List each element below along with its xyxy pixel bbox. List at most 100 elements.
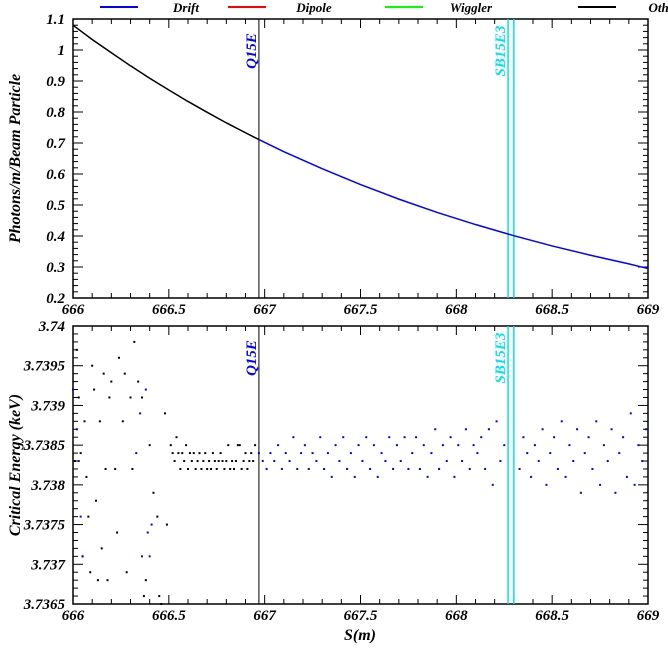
data-point-other xyxy=(108,396,111,399)
data-point-drift xyxy=(530,475,533,478)
data-point-drift xyxy=(330,475,333,478)
data-point-drift xyxy=(464,428,467,431)
data-point-drift xyxy=(480,436,483,439)
data-point-other xyxy=(77,396,80,399)
data-point-drift xyxy=(139,412,142,415)
data-point-other xyxy=(175,436,178,439)
data-point-drift xyxy=(556,467,559,470)
x-tick-label: 669 xyxy=(637,302,660,318)
data-point-drift xyxy=(487,428,490,431)
data-point-drift xyxy=(399,460,402,463)
data-point-other xyxy=(75,348,78,351)
data-point-drift xyxy=(495,420,498,423)
y-tick-label: 0.8 xyxy=(46,105,65,121)
x-tick-label: 668 xyxy=(445,608,468,624)
critical-energy-panel: 666 666.5 667 667.5 668 668.5 669 3.7365 3.737 3.… xyxy=(7,319,660,624)
y-tick-label: 3.737 xyxy=(30,557,65,573)
x-axis-label: S(m) xyxy=(344,627,376,644)
data-point-drift xyxy=(346,467,349,470)
data-point-other xyxy=(208,460,211,463)
data-point-drift xyxy=(77,460,80,463)
data-point-drift xyxy=(315,460,318,463)
data-point-drift xyxy=(491,483,494,486)
data-point-drift xyxy=(583,452,586,455)
data-point-drift xyxy=(591,467,594,470)
data-point-other xyxy=(85,475,88,478)
data-point-other xyxy=(190,460,193,463)
series-line-drift xyxy=(258,138,649,270)
data-point-drift xyxy=(499,460,502,463)
data-point-other xyxy=(73,460,76,463)
data-point-drift xyxy=(602,444,605,447)
data-point-other xyxy=(173,460,176,463)
y-tick-label: 0.4 xyxy=(46,229,65,245)
data-point-drift xyxy=(407,467,410,470)
data-point-other xyxy=(141,396,143,399)
x-tick-label: 667.5 xyxy=(344,608,378,624)
data-point-other xyxy=(164,412,166,415)
data-point-drift xyxy=(392,467,395,470)
data-point-other xyxy=(196,460,199,463)
legend-label-drift: Drift xyxy=(172,0,199,15)
y-tick-label: 1 xyxy=(58,43,66,59)
data-point-drift xyxy=(468,467,471,470)
data-point-drift xyxy=(288,460,291,463)
data-point-other xyxy=(118,356,120,359)
y-tick-label: 0.5 xyxy=(46,198,65,214)
data-point-other xyxy=(171,452,174,455)
data-point-other xyxy=(215,467,218,470)
y-tick-label: 3.74 xyxy=(38,319,66,335)
data-point-drift xyxy=(269,452,272,455)
data-point-drift xyxy=(150,523,153,526)
data-point-other xyxy=(236,444,239,447)
x-tick-label: 668.5 xyxy=(535,608,569,624)
data-point-other xyxy=(152,491,155,494)
data-point-drift xyxy=(572,460,575,463)
data-point-other xyxy=(102,372,105,375)
data-point-drift xyxy=(476,452,479,455)
data-point-drift xyxy=(637,444,640,447)
data-point-other xyxy=(87,515,90,518)
y-axis-label: Photons/m/Beam Particle xyxy=(7,74,24,244)
data-point-drift xyxy=(629,412,632,415)
data-point-drift xyxy=(449,436,452,439)
data-point-drift xyxy=(625,475,628,478)
data-point-other xyxy=(234,460,237,463)
x-tick-label: 668.5 xyxy=(535,302,569,318)
data-point-other xyxy=(158,595,161,598)
data-point-drift xyxy=(395,444,398,447)
data-point-drift xyxy=(633,483,636,486)
data-point-other xyxy=(254,444,257,447)
data-point-drift xyxy=(296,467,299,470)
data-point-drift xyxy=(257,452,260,455)
data-point-drift xyxy=(372,444,375,447)
data-point-drift xyxy=(533,444,536,447)
legend: Drift Dipole Wiggler Other xyxy=(100,0,668,15)
data-point-other xyxy=(217,460,220,463)
data-point-other xyxy=(240,467,243,470)
element-marker-label-sb15e3: SB15E3 xyxy=(493,25,509,76)
y-tick-label: 3.739 xyxy=(30,398,65,414)
data-point-drift xyxy=(141,555,143,558)
data-point-other xyxy=(129,396,132,399)
data-point-other xyxy=(227,444,230,447)
data-point-other xyxy=(185,444,188,447)
data-point-drift xyxy=(284,452,287,455)
legend-label-other: Other xyxy=(648,0,668,15)
data-point-drift xyxy=(599,483,602,486)
data-point-other xyxy=(89,571,92,574)
y-tick-label: 0.3 xyxy=(46,260,65,276)
data-point-other xyxy=(125,571,128,574)
data-point-drift xyxy=(426,475,429,478)
data-point-other xyxy=(181,452,184,455)
x-tick-label: 668 xyxy=(445,302,468,318)
data-point-other xyxy=(104,467,107,470)
data-point-other xyxy=(98,420,101,423)
data-point-other xyxy=(106,579,109,582)
data-point-drift xyxy=(576,428,579,431)
data-point-drift xyxy=(384,460,387,463)
data-point-other xyxy=(204,452,207,455)
data-point-drift xyxy=(430,452,433,455)
data-point-drift xyxy=(72,388,74,391)
data-point-other xyxy=(156,515,159,518)
